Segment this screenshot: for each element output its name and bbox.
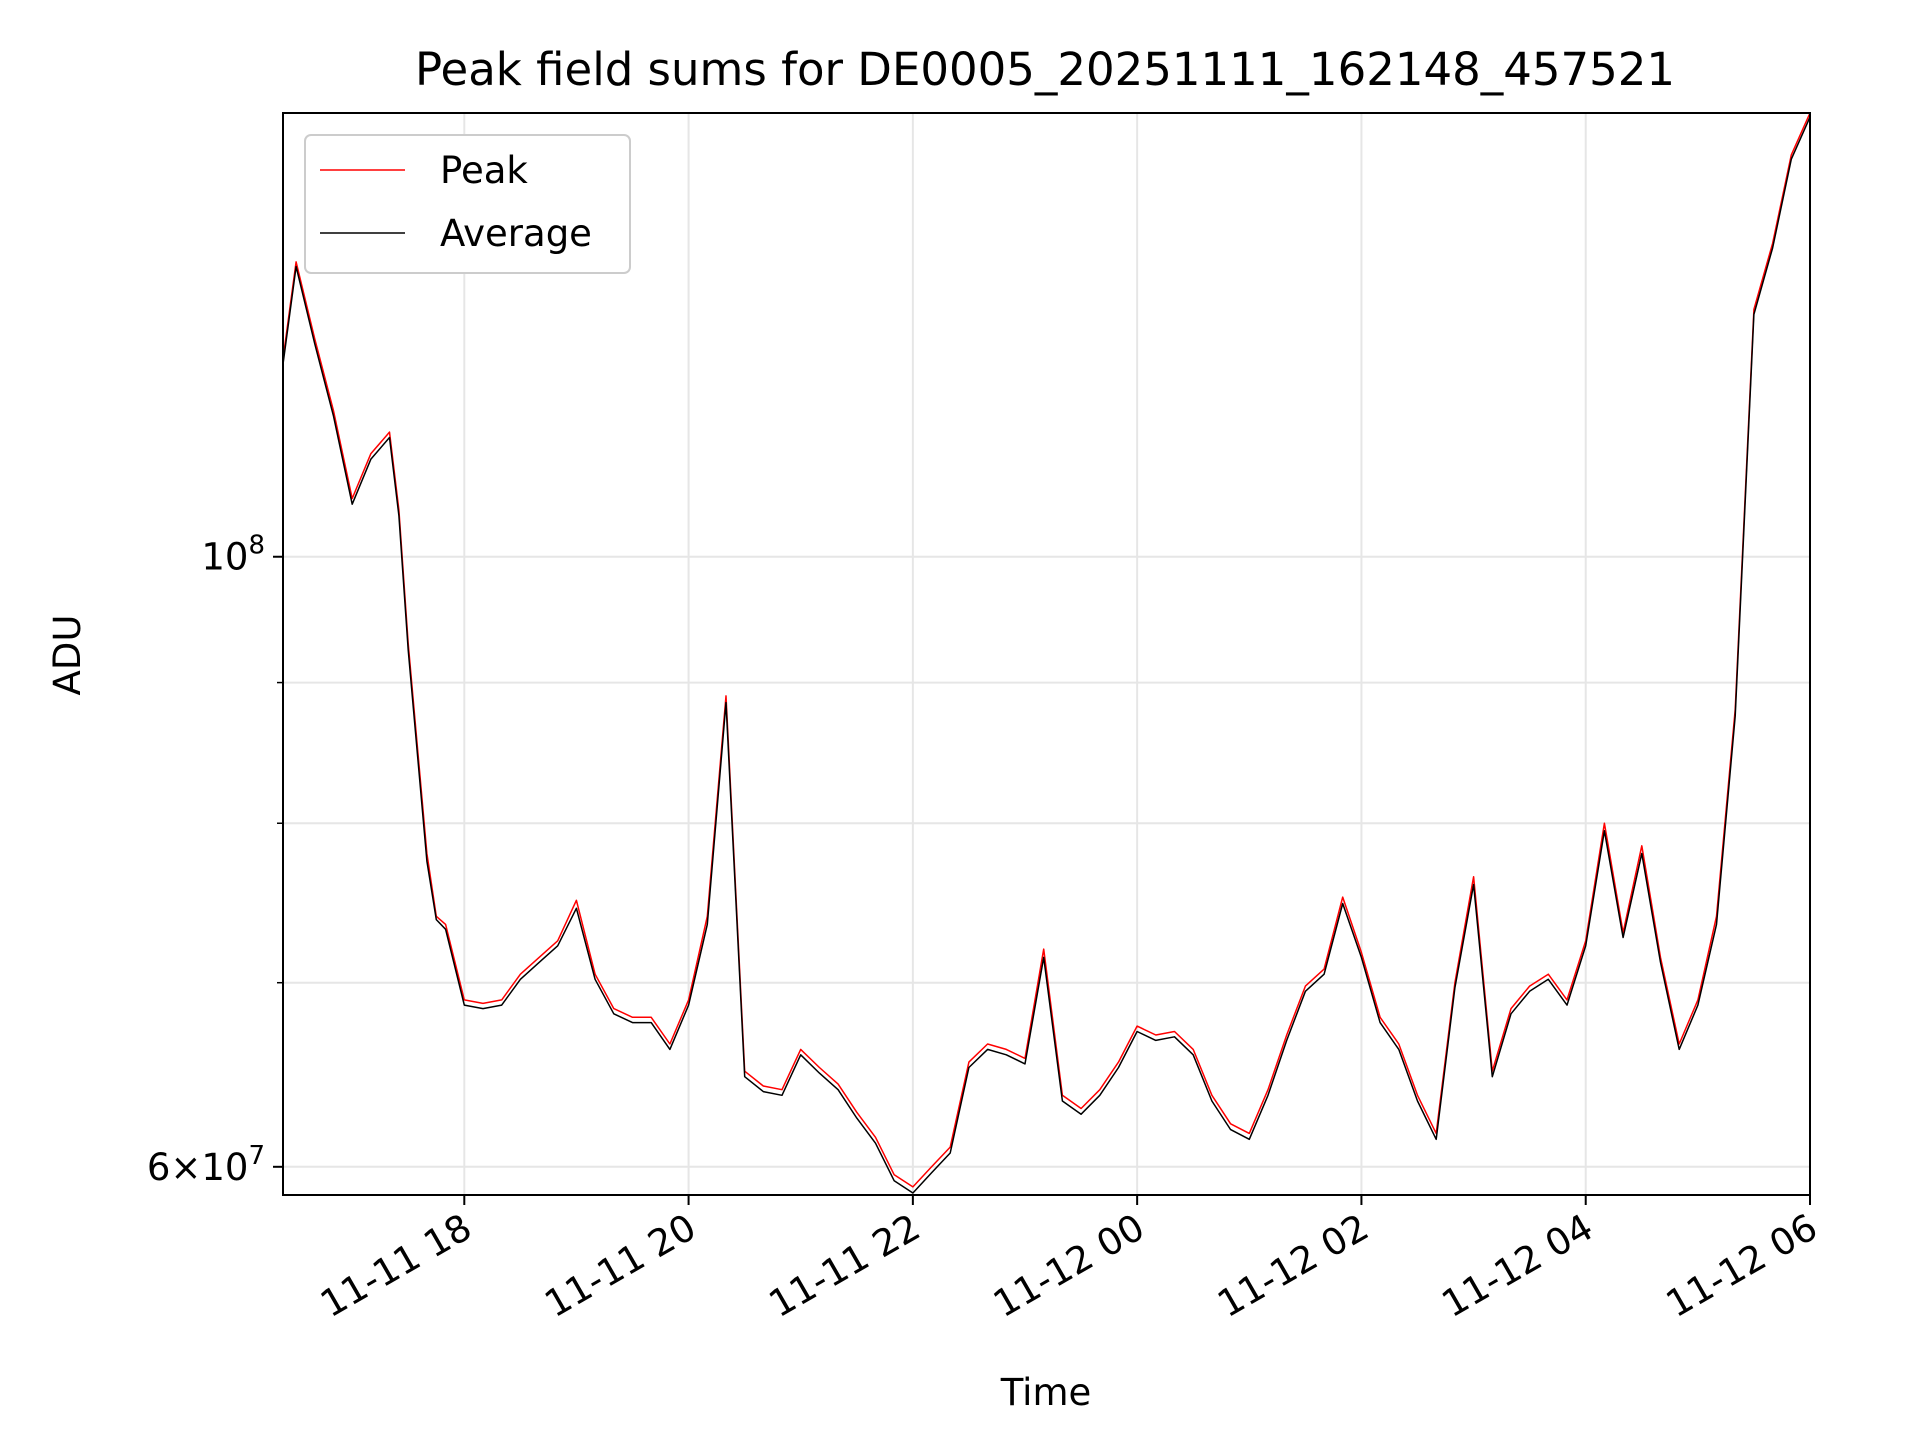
grid bbox=[283, 113, 1811, 1195]
legend: Peak Average bbox=[304, 134, 631, 274]
series-layer bbox=[282, 112, 1811, 1194]
series-average-line bbox=[282, 116, 1811, 1194]
plot-frame bbox=[282, 112, 1811, 1196]
y-axis-label: ADU bbox=[46, 615, 89, 696]
x-axis-label: Time bbox=[1000, 1371, 1092, 1414]
legend-peak-label: Peak bbox=[440, 149, 528, 192]
y-axis: 108 6×107 bbox=[147, 531, 283, 1189]
chart-title: Peak field sums for DE0005_20251111_1621… bbox=[415, 43, 1675, 96]
y-tick-label: 6×107 bbox=[147, 1141, 265, 1189]
legend-average-label: Average bbox=[440, 212, 592, 255]
y-tick-label: 108 bbox=[201, 531, 265, 579]
series-peak-line bbox=[282, 112, 1811, 1188]
